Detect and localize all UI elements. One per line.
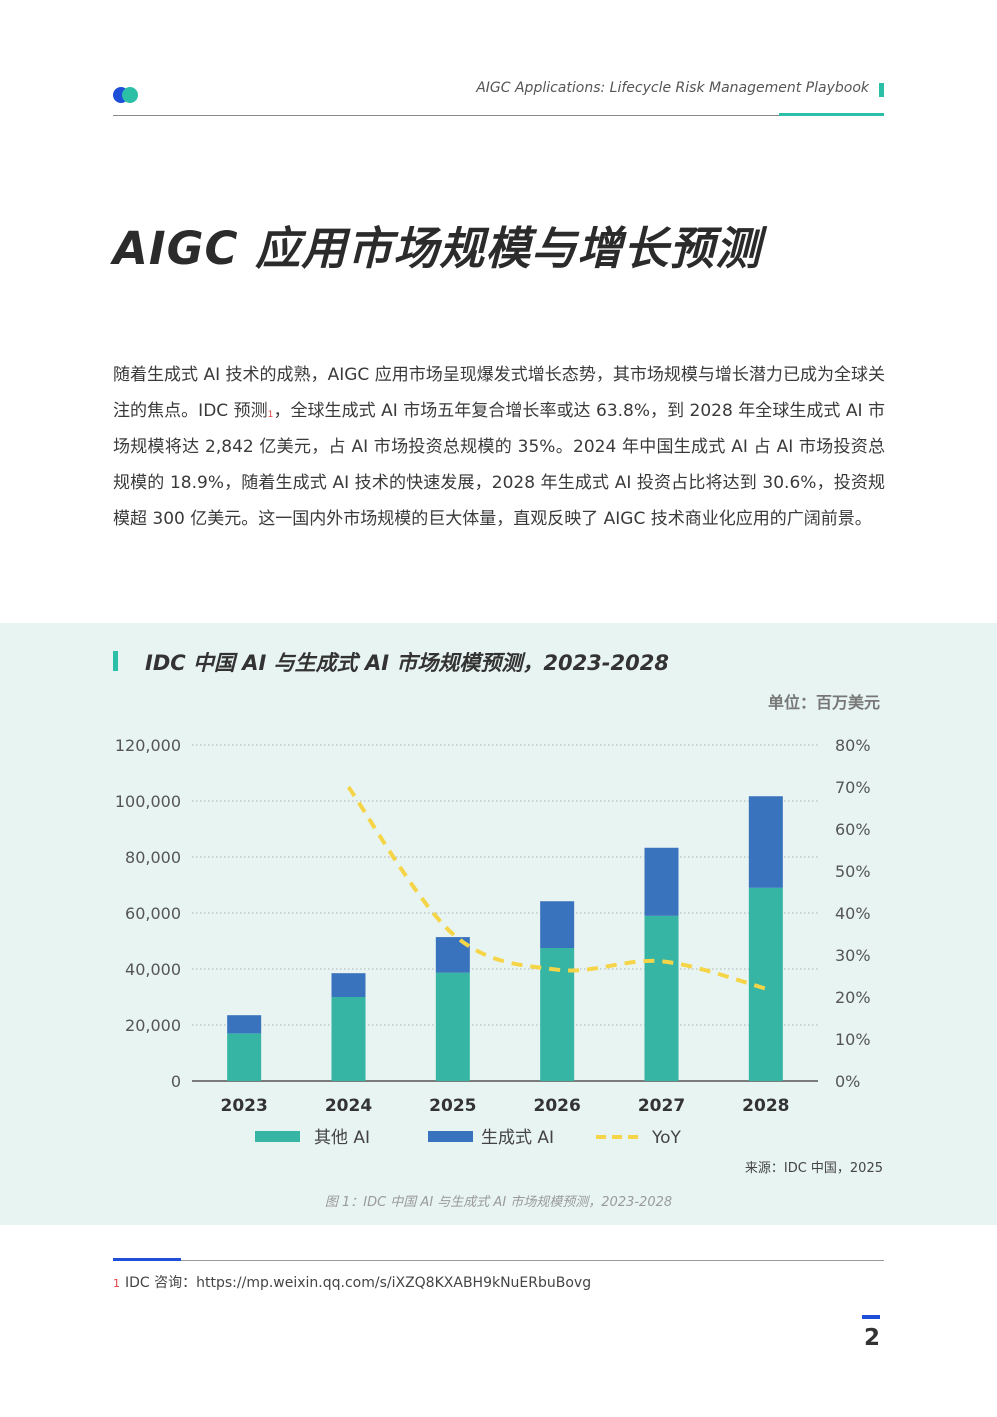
body-text-part-1: 随着生成式 AI 技术的成熟，AIGC 应用市场呈现爆发式增长态势，其市场规模与… bbox=[113, 365, 885, 421]
header-title: AIGC Applications: Lifecycle Risk Manage… bbox=[476, 80, 869, 96]
page-title: AIGC 应用市场规模与增长预测 bbox=[113, 222, 762, 275]
logo-circle-teal bbox=[122, 87, 138, 103]
page-number-mark bbox=[862, 1315, 880, 1319]
footnote-divider-accent bbox=[113, 1258, 181, 1261]
chart-source: 来源：IDC 中国，2025 bbox=[744, 1161, 883, 1176]
logo bbox=[113, 87, 139, 103]
footnote-divider bbox=[113, 1260, 884, 1261]
chart-unit: 单位：百万美元 bbox=[767, 693, 880, 712]
header-accent-mark bbox=[879, 83, 884, 97]
figure-caption: 图 1：IDC 中国 AI 与生成式 AI 市场规模预测，2023-2028 bbox=[324, 1195, 673, 1210]
footnote-number: 1 bbox=[113, 1277, 120, 1290]
body-paragraph: 随着生成式 AI 技术的成熟，AIGC 应用市场呈现爆发式增长态势，其市场规模与… bbox=[113, 357, 885, 537]
header-divider bbox=[113, 115, 884, 116]
header-divider-accent bbox=[779, 113, 884, 116]
footnote-reference[interactable]: 1 bbox=[267, 410, 274, 420]
body-text-part-2: ，全球生成式 AI 市场五年复合增长率或达 63.8%，到 2028 年全球生成… bbox=[113, 401, 885, 529]
footnote-text[interactable]: IDC 咨询：https://mp.weixin.qq.com/s/iXZQ8K… bbox=[125, 1275, 592, 1291]
chart-title: IDC 中国 AI 与生成式 AI 市场规模预测，2023-2028 bbox=[145, 651, 669, 675]
chart-panel bbox=[0, 623, 997, 1225]
footnote: 1 IDC 咨询：https://mp.weixin.qq.com/s/iXZQ8… bbox=[113, 1272, 591, 1292]
page-number: 2 bbox=[864, 1325, 881, 1351]
chart-title-mark bbox=[113, 651, 118, 671]
